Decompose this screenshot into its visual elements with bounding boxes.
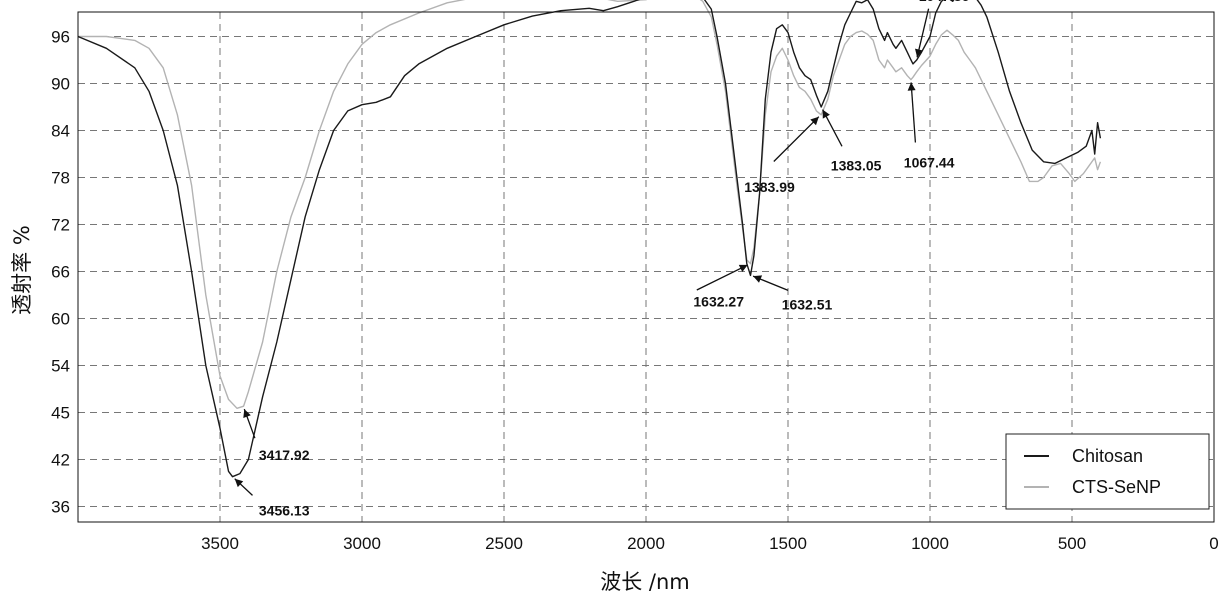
annotation-label: 1383.05 bbox=[831, 158, 882, 174]
grid bbox=[78, 12, 1214, 522]
annotation-label: 1383.99 bbox=[744, 179, 795, 195]
annotation-arrowhead bbox=[907, 82, 916, 91]
y-axis-label: 透射率 % bbox=[10, 225, 34, 315]
y-tick-label: 66 bbox=[51, 263, 70, 282]
x-tick-label: 1500 bbox=[769, 534, 807, 553]
x-tick-label: 0 bbox=[1209, 534, 1218, 553]
y-tick-label: 96 bbox=[51, 28, 70, 47]
y-tick-label: 36 bbox=[51, 498, 70, 517]
annotation-arrow bbox=[696, 264, 748, 291]
annotation-label: 1632.27 bbox=[693, 294, 744, 310]
annotation-arrowhead bbox=[810, 116, 819, 126]
annotation-arrowhead bbox=[753, 275, 763, 283]
annotation-arrowhead bbox=[234, 478, 244, 488]
plot-frame bbox=[77, 11, 1215, 523]
x-tick-label: 1000 bbox=[911, 534, 949, 553]
annotation-label: 3456.13 bbox=[259, 503, 310, 519]
annotation-arrowhead bbox=[243, 409, 251, 418]
y-tick-label: 84 bbox=[51, 122, 70, 141]
annotation-arrow bbox=[916, 8, 930, 58]
x-tick-label: 2500 bbox=[485, 534, 523, 553]
y-tick-label: 60 bbox=[51, 310, 70, 329]
legend-label-chitosan: Chitosan bbox=[1072, 446, 1143, 466]
annotation-arrowhead bbox=[822, 109, 830, 119]
annotation-arrowhead bbox=[738, 264, 748, 272]
annotation-label: 1067.44 bbox=[904, 155, 955, 171]
annotation-arrow bbox=[910, 82, 917, 143]
annotation-label: 3417.92 bbox=[259, 447, 310, 463]
legend-box bbox=[1005, 433, 1210, 510]
y-tick-label: 54 bbox=[51, 357, 70, 376]
y-tick-label: 45 bbox=[51, 404, 70, 423]
annotation-label: 1047.86 bbox=[919, 0, 970, 4]
y-tick-label: 78 bbox=[51, 169, 70, 188]
y-tick-label: 42 bbox=[51, 451, 70, 470]
legend: Chitosan CTS-SeNP bbox=[1005, 433, 1210, 510]
peak-annotations: 3417.92 3456.13 1632.27 1632.51 1383.99 1383.… bbox=[234, 0, 970, 519]
x-axis-ticks: 3500 3000 2500 2000 1500 1000 500 0 bbox=[201, 534, 1219, 553]
x-tick-label: 3000 bbox=[343, 534, 381, 553]
x-tick-label: 500 bbox=[1058, 534, 1086, 553]
legend-label-cts-senp: CTS-SeNP bbox=[1072, 477, 1161, 497]
annotation-arrowhead bbox=[915, 48, 923, 58]
y-axis-ticks: 96 90 84 78 72 66 60 54 45 42 36 bbox=[51, 28, 70, 517]
series-lines bbox=[77, 0, 1102, 478]
y-tick-label: 72 bbox=[51, 216, 70, 235]
annotation-label: 1632.51 bbox=[782, 297, 833, 313]
series-line-chitosan bbox=[77, 0, 1102, 478]
x-tick-label: 3500 bbox=[201, 534, 239, 553]
series-line-cts-senp bbox=[78, 0, 1102, 409]
annotation-arrow bbox=[773, 116, 820, 162]
x-axis-label: 波长 /nm bbox=[600, 570, 690, 594]
x-tick-label: 2000 bbox=[627, 534, 665, 553]
y-tick-label: 90 bbox=[51, 75, 70, 94]
